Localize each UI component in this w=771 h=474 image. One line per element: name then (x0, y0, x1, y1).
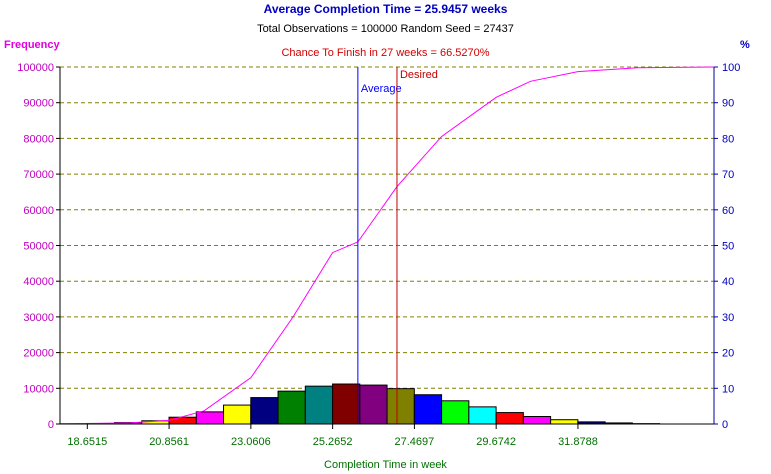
reference-line-label: Desired (400, 69, 438, 81)
histogram-bar (304, 385, 334, 425)
y-left-tick-label: 20000 (23, 348, 54, 360)
x-tick-label: 23.0606 (231, 436, 271, 448)
x-tick-label: 25.2652 (313, 436, 353, 448)
histogram-bar (495, 412, 524, 425)
x-tick-label: 29.6742 (476, 436, 516, 448)
y-left-tick-label: 60000 (23, 205, 54, 217)
histogram-bar (522, 416, 552, 425)
y-right-tick-label: 70 (722, 169, 734, 181)
y-right-tick-label: 30 (722, 312, 734, 324)
histogram-bar (468, 406, 497, 425)
y-right-tick-label: 80 (722, 133, 734, 145)
histogram-bar (550, 419, 579, 425)
y-left-tick-label: 100000 (17, 62, 54, 74)
y-left-tick-label: 0 (48, 419, 54, 431)
y-left-tick-label: 10000 (23, 383, 54, 395)
y-left-tick-label: 50000 (23, 241, 54, 253)
y-right-tick-label: 20 (722, 348, 734, 360)
histogram-bar (386, 388, 415, 425)
reference-line-label: Average (361, 83, 402, 95)
histogram-bar (250, 397, 279, 425)
histogram-bar (223, 404, 252, 425)
y-right-tick-label: 90 (722, 98, 734, 110)
histogram-bar (332, 383, 361, 425)
y-right-tick-label: 100 (722, 62, 740, 74)
histogram-bar (277, 390, 306, 425)
y-axis-right-label: % (740, 39, 750, 51)
x-tick-label: 31.8788 (558, 436, 598, 448)
y-left-tick-label: 80000 (23, 133, 54, 145)
y-axis-left-label: Frequency (4, 39, 60, 51)
x-axis-label: Completion Time in week (324, 459, 447, 471)
y-left-tick-label: 40000 (23, 276, 54, 288)
histogram-bar (195, 411, 225, 425)
y-right-tick-label: 0 (722, 419, 728, 431)
chance-to-finish-annotation: Chance To Finish in 27 weeks = 66.5270% (281, 47, 490, 59)
y-left-tick-label: 90000 (23, 98, 54, 110)
x-tick-label: 20.8561 (149, 436, 189, 448)
chart-subtitle: Total Observations = 100000 Random Seed … (257, 23, 514, 35)
chart-title: Average Completion Time = 25.9457 weeks (263, 2, 508, 16)
y-left-tick-label: 30000 (23, 312, 54, 324)
histogram-bar (359, 384, 388, 425)
histogram-bar (441, 400, 470, 425)
x-tick-label: 27.4697 (395, 436, 435, 448)
histogram-bar (413, 394, 443, 425)
histogram-bar (168, 416, 197, 425)
y-right-tick-label: 40 (722, 276, 734, 288)
y-right-tick-label: 60 (722, 205, 734, 217)
y-left-tick-label: 70000 (23, 169, 54, 181)
y-right-tick-label: 50 (722, 241, 734, 253)
x-tick-label: 18.6515 (67, 436, 107, 448)
y-right-tick-label: 10 (722, 383, 734, 395)
